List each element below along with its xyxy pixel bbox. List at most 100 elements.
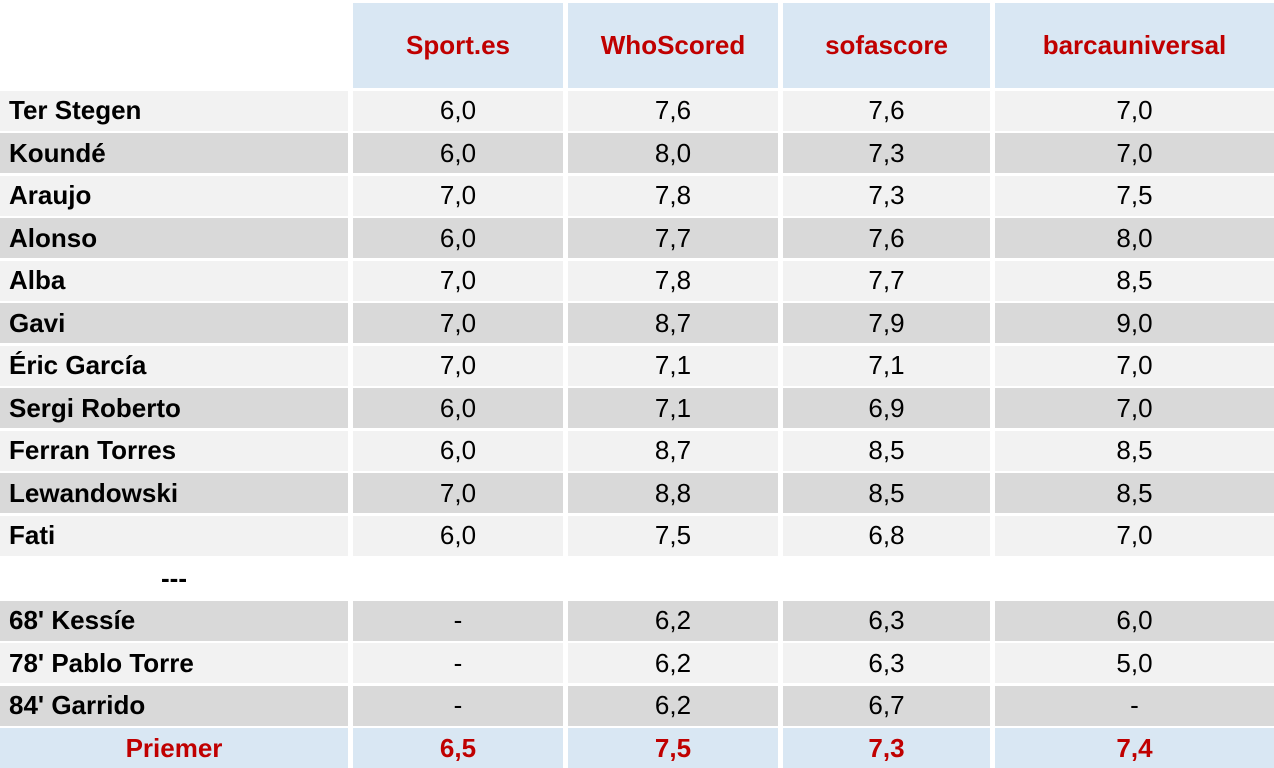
starter-row: Gavi 7,0 8,7 7,9 9,0 xyxy=(0,303,1274,343)
rating-cell-whoscored: 6,2 xyxy=(568,600,778,641)
rating-cell-sport-es: 6,0 xyxy=(353,90,563,131)
rating-cell-whoscored: 8,7 xyxy=(568,303,778,343)
player-name-cell: Alba xyxy=(0,260,348,301)
rating-cell-barcauniversal: - xyxy=(995,685,1274,726)
rating-cell-whoscored: 7,1 xyxy=(568,388,778,428)
substitute-row: 78' Pablo Torre - 6,2 6,3 5,0 xyxy=(0,643,1274,683)
rating-cell-whoscored: 8,0 xyxy=(568,133,778,173)
rating-cell-barcauniversal: 7,0 xyxy=(995,515,1274,556)
rating-cell-whoscored: 7,6 xyxy=(568,90,778,131)
rating-cell-sofascore: 7,7 xyxy=(783,260,990,301)
starter-row: Lewandowski 7,0 8,8 8,5 8,5 xyxy=(0,473,1274,513)
rating-cell-barcauniversal: 8,5 xyxy=(995,430,1274,471)
rating-cell-sofascore: 8,5 xyxy=(783,473,990,513)
rating-cell-sofascore: 7,1 xyxy=(783,345,990,386)
rating-cell-whoscored: 7,1 xyxy=(568,345,778,386)
rating-cell-whoscored xyxy=(568,558,778,598)
rating-cell-sport-es: 6,0 xyxy=(353,430,563,471)
rating-cell-whoscored: 7,8 xyxy=(568,260,778,301)
rating-cell-barcauniversal: 8,0 xyxy=(995,218,1274,258)
rating-cell-sport-es: 7,0 xyxy=(353,473,563,513)
rating-cell-whoscored: 7,5 xyxy=(568,728,778,768)
player-name-cell: --- xyxy=(161,562,187,593)
player-name-cell: Ter Stegen xyxy=(0,90,348,131)
rating-cell-sofascore: 7,3 xyxy=(783,728,990,768)
rating-cell-barcauniversal: 7,0 xyxy=(995,345,1274,386)
rating-cell-sport-es: - xyxy=(353,643,563,683)
player-name-cell: Lewandowski xyxy=(0,473,348,513)
player-name-cell: Éric García xyxy=(0,345,348,386)
summary-row: Priemer 6,5 7,5 7,3 7,4 xyxy=(0,728,1274,768)
player-name-cell: 68' Kessíe xyxy=(0,600,348,641)
rating-cell-sport-es: 7,0 xyxy=(353,260,563,301)
column-header-whoscored: WhoScored xyxy=(568,3,778,88)
rating-cell-barcauniversal: 9,0 xyxy=(995,303,1274,343)
rating-cell-sport-es: 7,0 xyxy=(353,303,563,343)
rating-cell-sport-es: 7,0 xyxy=(353,175,563,216)
rating-cell-barcauniversal: 8,5 xyxy=(995,473,1274,513)
rating-cell-whoscored: 7,5 xyxy=(568,515,778,556)
player-name-cell: Alonso xyxy=(0,218,348,258)
rating-cell-sport-es: - xyxy=(353,600,563,641)
corner-cell xyxy=(0,3,348,88)
starter-row: Fati 6,0 7,5 6,8 7,0 xyxy=(0,515,1274,556)
rating-cell-barcauniversal: 7,0 xyxy=(995,388,1274,428)
player-name-cell: Gavi xyxy=(0,303,348,343)
rating-cell-sport-es: 6,5 xyxy=(353,728,563,768)
rating-cell-whoscored: 6,2 xyxy=(568,643,778,683)
rating-cell-sport-es: 7,0 xyxy=(353,345,563,386)
rating-cell-sofascore: 6,3 xyxy=(783,643,990,683)
rating-cell-whoscored: 8,8 xyxy=(568,473,778,513)
rating-cell-barcauniversal: 8,5 xyxy=(995,260,1274,301)
rating-cell-whoscored: 7,8 xyxy=(568,175,778,216)
rating-cell-barcauniversal xyxy=(995,558,1274,598)
rating-cell-barcauniversal: 6,0 xyxy=(995,600,1274,641)
rating-cell-sofascore: 7,6 xyxy=(783,218,990,258)
header-row: Sport.es WhoScored sofascore barcauniver… xyxy=(0,3,1274,88)
separator-row: --- xyxy=(0,558,1274,598)
rating-cell-sport-es: 6,0 xyxy=(353,218,563,258)
rating-cell-sofascore: 7,6 xyxy=(783,90,990,131)
starter-row: Koundé 6,0 8,0 7,3 7,0 xyxy=(0,133,1274,173)
starter-row: Éric García 7,0 7,1 7,1 7,0 xyxy=(0,345,1274,386)
substitute-row: 84' Garrido - 6,2 6,7 - xyxy=(0,685,1274,726)
rating-cell-sport-es: 6,0 xyxy=(353,515,563,556)
column-header-barcauniversal: barcauniversal xyxy=(995,3,1274,88)
rating-cell-sofascore: 8,5 xyxy=(783,430,990,471)
player-name-cell: Koundé xyxy=(0,133,348,173)
rating-cell-whoscored: 6,2 xyxy=(568,685,778,726)
rating-cell-sport-es: 6,0 xyxy=(353,133,563,173)
rating-cell-barcauniversal: 7,5 xyxy=(995,175,1274,216)
rating-cell-sofascore: 6,7 xyxy=(783,685,990,726)
rating-cell-sofascore: 7,9 xyxy=(783,303,990,343)
player-name-cell: Ferran Torres xyxy=(0,430,348,471)
player-name-cell: Priemer xyxy=(0,728,348,768)
column-header-sport-es: Sport.es xyxy=(353,3,563,88)
starter-row: Sergi Roberto 6,0 7,1 6,9 7,0 xyxy=(0,388,1274,428)
rating-cell-sofascore xyxy=(783,558,990,598)
player-name-cell: Araujo xyxy=(0,175,348,216)
player-name-cell: 78' Pablo Torre xyxy=(0,643,348,683)
rating-cell-sofascore: 6,3 xyxy=(783,600,990,641)
rating-cell-sofascore: 6,9 xyxy=(783,388,990,428)
starter-row: Ter Stegen 6,0 7,6 7,6 7,0 xyxy=(0,90,1274,131)
starter-row: Alba 7,0 7,8 7,7 8,5 xyxy=(0,260,1274,301)
player-name-cell: 84' Garrido xyxy=(0,685,348,726)
starter-row: Ferran Torres 6,0 8,7 8,5 8,5 xyxy=(0,430,1274,471)
column-header-sofascore: sofascore xyxy=(783,3,990,88)
rating-cell-barcauniversal: 7,0 xyxy=(995,90,1274,131)
rating-cell-sport-es xyxy=(353,558,563,598)
rating-cell-sport-es: 6,0 xyxy=(353,388,563,428)
rating-cell-sofascore: 7,3 xyxy=(783,175,990,216)
player-name-cell: Sergi Roberto xyxy=(0,388,348,428)
player-name-cell: Fati xyxy=(0,515,348,556)
rating-cell-whoscored: 7,7 xyxy=(568,218,778,258)
rating-cell-sofascore: 6,8 xyxy=(783,515,990,556)
rating-cell-sport-es: - xyxy=(353,685,563,726)
substitute-row: 68' Kessíe - 6,2 6,3 6,0 xyxy=(0,600,1274,641)
starter-row: Araujo 7,0 7,8 7,3 7,5 xyxy=(0,175,1274,216)
rating-cell-barcauniversal: 7,0 xyxy=(995,133,1274,173)
rating-cell-barcauniversal: 7,4 xyxy=(995,728,1274,768)
rating-cell-barcauniversal: 5,0 xyxy=(995,643,1274,683)
